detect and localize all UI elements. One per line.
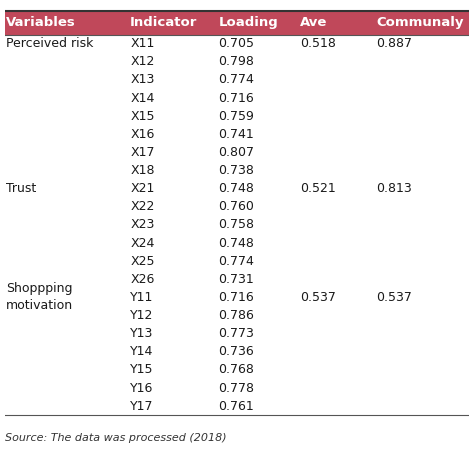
Text: 0.768: 0.768 bbox=[219, 364, 254, 376]
Text: 0.758: 0.758 bbox=[219, 218, 255, 231]
Text: 0.537: 0.537 bbox=[376, 291, 412, 304]
Text: 0.731: 0.731 bbox=[219, 273, 254, 286]
Text: Shoppping
motivation: Shoppping motivation bbox=[6, 283, 73, 312]
Text: Y12: Y12 bbox=[130, 309, 154, 322]
Text: 0.798: 0.798 bbox=[219, 55, 254, 68]
Text: Variables: Variables bbox=[6, 16, 75, 29]
Text: 0.716: 0.716 bbox=[219, 291, 254, 304]
Text: X12: X12 bbox=[130, 55, 155, 68]
Text: Trust: Trust bbox=[6, 182, 36, 195]
Text: X25: X25 bbox=[130, 255, 155, 268]
Text: 0.807: 0.807 bbox=[219, 146, 255, 159]
Text: Y17: Y17 bbox=[130, 400, 154, 413]
Text: 0.760: 0.760 bbox=[219, 200, 254, 213]
Text: Indicator: Indicator bbox=[130, 16, 198, 29]
Text: 0.736: 0.736 bbox=[219, 345, 254, 358]
Text: X22: X22 bbox=[130, 200, 155, 213]
Text: 0.738: 0.738 bbox=[219, 164, 254, 177]
Text: Source: The data was processed (2018): Source: The data was processed (2018) bbox=[5, 433, 227, 443]
Text: 0.741: 0.741 bbox=[219, 128, 254, 141]
Text: X24: X24 bbox=[130, 237, 155, 250]
Text: 0.518: 0.518 bbox=[300, 37, 336, 50]
Text: X15: X15 bbox=[130, 110, 155, 123]
Text: X11: X11 bbox=[130, 37, 155, 50]
Text: 0.887: 0.887 bbox=[376, 37, 412, 50]
Text: X17: X17 bbox=[130, 146, 155, 159]
Text: Loading: Loading bbox=[219, 16, 278, 29]
Text: Communaly: Communaly bbox=[376, 16, 464, 29]
Text: 0.521: 0.521 bbox=[300, 182, 336, 195]
Text: X26: X26 bbox=[130, 273, 155, 286]
Text: 0.761: 0.761 bbox=[219, 400, 254, 413]
Text: Ave: Ave bbox=[300, 16, 327, 29]
Text: X14: X14 bbox=[130, 92, 155, 104]
Text: Y13: Y13 bbox=[130, 327, 154, 340]
Text: X18: X18 bbox=[130, 164, 155, 177]
Text: 0.759: 0.759 bbox=[219, 110, 254, 123]
Text: 0.778: 0.778 bbox=[219, 382, 255, 395]
Text: 0.813: 0.813 bbox=[376, 182, 412, 195]
Text: Y15: Y15 bbox=[130, 364, 154, 376]
Text: 0.705: 0.705 bbox=[219, 37, 255, 50]
Text: 0.774: 0.774 bbox=[219, 255, 254, 268]
Text: Y11: Y11 bbox=[130, 291, 154, 304]
Text: 0.773: 0.773 bbox=[219, 327, 254, 340]
Text: X13: X13 bbox=[130, 73, 155, 87]
Text: 0.786: 0.786 bbox=[219, 309, 254, 322]
Text: 0.774: 0.774 bbox=[219, 73, 254, 87]
Text: Y16: Y16 bbox=[130, 382, 154, 395]
Text: X16: X16 bbox=[130, 128, 155, 141]
Text: Y14: Y14 bbox=[130, 345, 154, 358]
Text: 0.537: 0.537 bbox=[300, 291, 336, 304]
Text: X21: X21 bbox=[130, 182, 155, 195]
Text: 0.716: 0.716 bbox=[219, 92, 254, 104]
Text: Perceived risk: Perceived risk bbox=[6, 37, 93, 50]
Text: 0.748: 0.748 bbox=[219, 182, 254, 195]
Text: X23: X23 bbox=[130, 218, 155, 231]
Text: 0.748: 0.748 bbox=[219, 237, 254, 250]
FancyBboxPatch shape bbox=[5, 11, 469, 35]
